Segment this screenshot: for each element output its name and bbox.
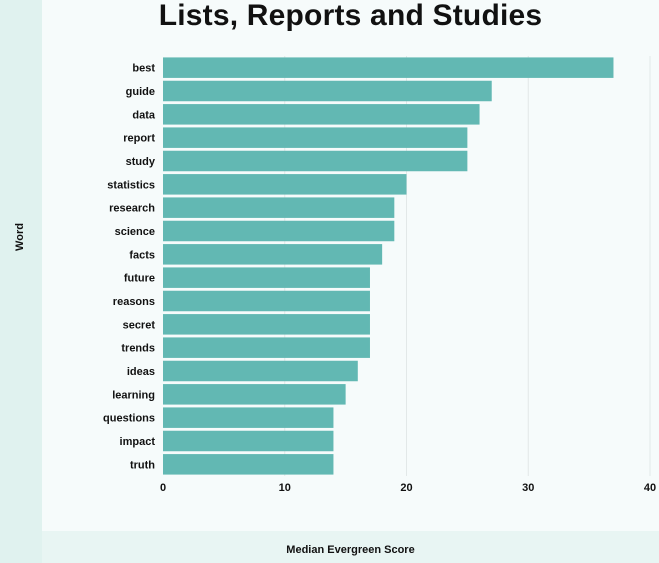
bar-research: [163, 197, 395, 218]
category-label-reasons: reasons: [113, 296, 155, 308]
bar-impact: [163, 430, 334, 452]
bar-report: [163, 127, 468, 148]
x-axis-label: Median Evergreen Score: [286, 544, 415, 556]
bar-guide: [163, 80, 492, 102]
category-label-report: report: [123, 133, 155, 145]
category-labels: best guide data report study statistics resear…: [103, 63, 156, 472]
chart-title: Lists, Reports and Studies: [158, 0, 543, 32]
bar-best: [163, 57, 614, 78]
x-tick-label: 30: [522, 482, 534, 494]
category-label-future: future: [124, 273, 155, 285]
bar-trends: [163, 337, 370, 358]
x-tick-label: 10: [279, 482, 291, 494]
category-label-impact: impact: [120, 436, 156, 448]
x-tick-labels: 0 10 20 30 40: [160, 482, 656, 494]
category-label-trends: trends: [121, 343, 155, 355]
category-label-guide: guide: [126, 86, 155, 98]
category-label-truth: truth: [130, 459, 155, 471]
category-label-secret: secret: [123, 319, 156, 331]
bar-study: [163, 150, 468, 172]
gridlines: [284, 56, 651, 476]
category-label-questions: questions: [103, 413, 155, 425]
x-tick-label: 40: [644, 482, 656, 494]
category-label-ideas: ideas: [127, 366, 155, 378]
bar-secret: [163, 314, 370, 335]
category-label-learning: learning: [112, 389, 155, 401]
bar-future: [163, 267, 370, 288]
category-label-best: best: [132, 63, 155, 75]
x-tick-label: 0: [160, 482, 166, 494]
bottom-band: [42, 531, 659, 563]
bar-questions: [163, 407, 334, 428]
category-label-data: data: [132, 109, 156, 121]
bar-learning: [163, 384, 346, 405]
category-label-facts: facts: [129, 249, 155, 261]
category-label-science: science: [115, 226, 155, 238]
bars: [163, 57, 614, 475]
left-band: [0, 0, 42, 563]
bar-ideas: [163, 360, 358, 382]
bar-truth: [163, 454, 334, 475]
bar-reasons: [163, 290, 370, 312]
bar-facts: [163, 244, 383, 265]
bar-science: [163, 220, 395, 242]
category-label-statistics: statistics: [107, 179, 155, 191]
category-label-research: research: [109, 203, 155, 215]
x-tick-label: 20: [400, 482, 412, 494]
bar-data: [163, 104, 480, 125]
category-label-study: study: [126, 156, 156, 168]
bar-statistics: [163, 174, 407, 195]
